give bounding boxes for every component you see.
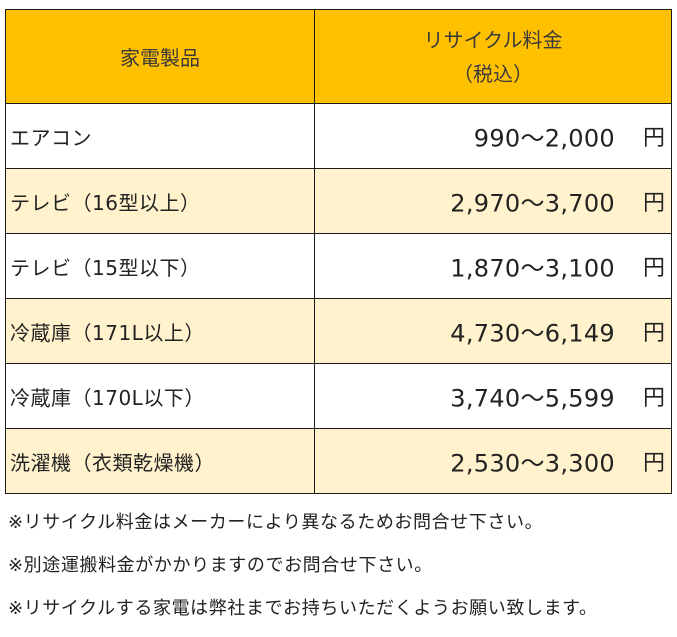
price-value: 3,740～5,599 — [450, 384, 615, 413]
header-product-label: 家電製品 — [120, 46, 200, 70]
price-value: 2,530～3,300 — [450, 449, 615, 478]
table-header-row: 家電製品 リサイクル料金 （税込） — [5, 9, 672, 104]
price-value: 2,970～3,700 — [450, 189, 615, 218]
product-name: エアコン — [5, 103, 315, 169]
price-unit: 円 — [642, 386, 665, 411]
price-cell: 2,530～3,300 円 — [314, 428, 672, 494]
price-unit: 円 — [642, 191, 665, 216]
table-row: 冷蔵庫（170L以下） 3,740～5,599 円 — [5, 363, 672, 429]
notes-section: ※リサイクル料金はメーカーにより異なるためお問合せ下さい。 ※別途運搬料金がかか… — [8, 508, 673, 637]
price-cell: 4,730～6,149 円 — [314, 298, 672, 364]
price-value: 4,730～6,149 — [450, 319, 615, 348]
price-unit: 円 — [642, 321, 665, 346]
table-row: テレビ（16型以上） 2,970～3,700 円 — [5, 168, 672, 234]
note-manufacturer-fee: ※リサイクル料金はメーカーにより異なるためお問合せ下さい。 — [8, 512, 544, 533]
product-name: 洗濯機（衣類乾燥機） — [5, 428, 315, 494]
table-row: 洗濯機（衣類乾燥機） 2,530～3,300 円 — [5, 428, 672, 494]
header-price: リサイクル料金 （税込） — [314, 9, 672, 104]
price-unit: 円 — [642, 126, 665, 151]
product-name: テレビ（15型以下） — [5, 233, 315, 299]
product-name: テレビ（16型以上） — [5, 168, 315, 234]
price-value: 990～2,000 — [473, 124, 615, 153]
product-name: 冷蔵庫（170L以下） — [5, 363, 315, 429]
note-bring-in: ※リサイクルする家電は弊社までお持ちいただくようお願い致します。 — [8, 598, 598, 619]
price-unit: 円 — [642, 451, 665, 476]
product-name: 冷蔵庫（171L以上） — [5, 298, 315, 364]
price-cell: 3,740～5,599 円 — [314, 363, 672, 429]
price-cell: 1,870～3,100 円 — [314, 233, 672, 299]
price-cell: 2,970～3,700 円 — [314, 168, 672, 234]
table-row: テレビ（15型以下） 1,870～3,100 円 — [5, 233, 672, 299]
table-row: 冷蔵庫（171L以上） 4,730～6,149 円 — [5, 298, 672, 364]
price-cell: 990～2,000 円 — [314, 103, 672, 169]
header-price-tax-note: （税込） — [453, 61, 533, 86]
price-unit: 円 — [642, 256, 665, 281]
table-row: エアコン 990～2,000 円 — [5, 103, 672, 169]
note-transport-fee: ※別途運搬料金がかかりますのでお問合せ下さい。 — [8, 555, 433, 576]
price-value: 1,870～3,100 — [450, 254, 615, 283]
recycling-fee-table: 家電製品 リサイクル料金 （税込） エアコン 990～2,000 円 テレビ（1… — [5, 9, 672, 494]
header-price-label: リサイクル料金 — [423, 27, 563, 52]
header-product: 家電製品 — [5, 9, 315, 104]
